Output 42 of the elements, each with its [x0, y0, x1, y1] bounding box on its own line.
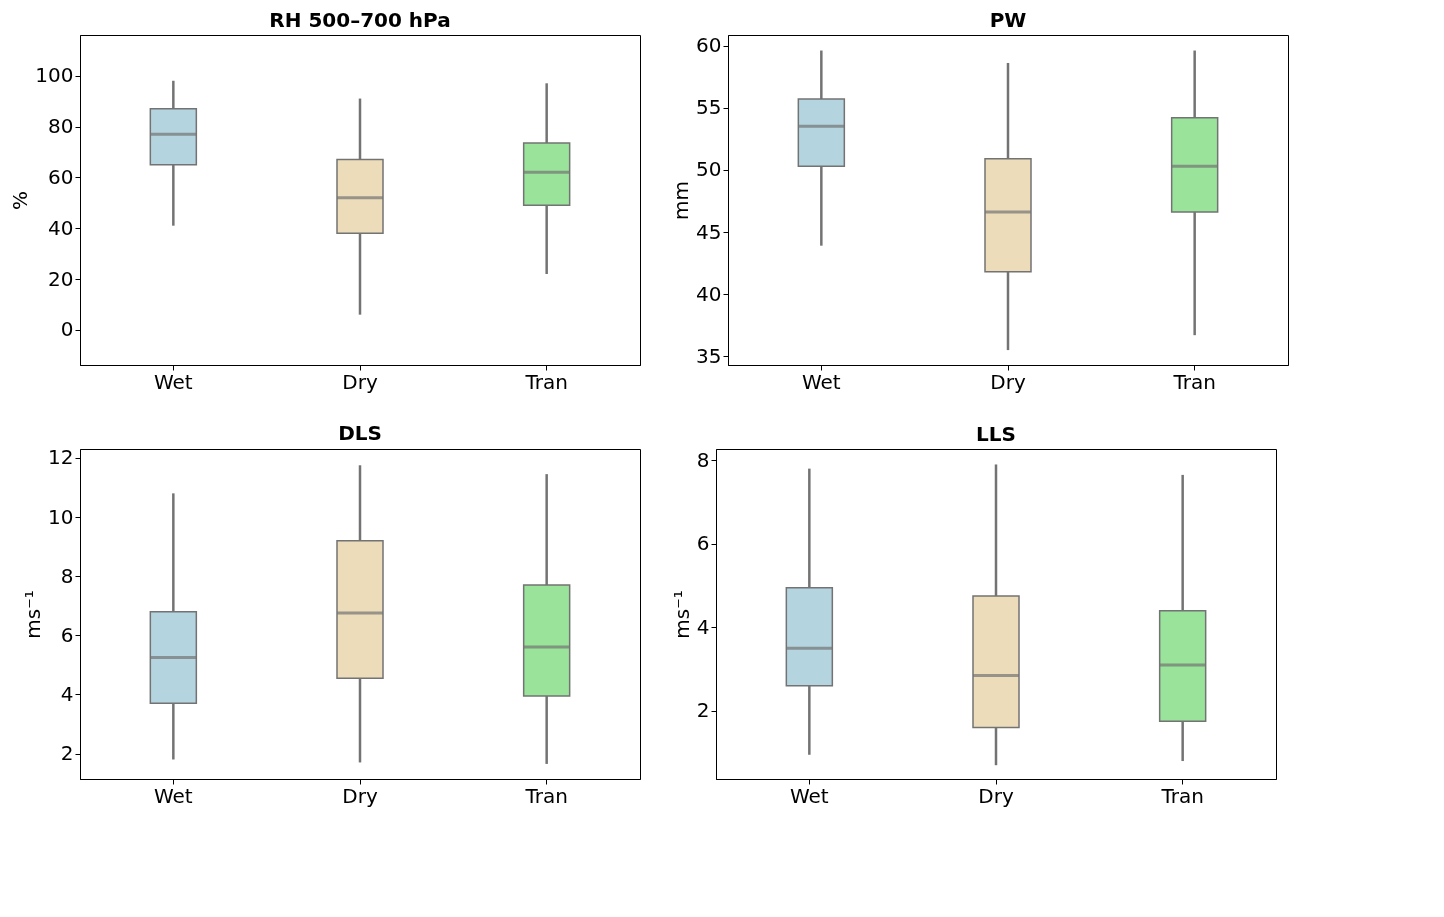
y-axis-title: % — [8, 190, 33, 211]
y-tick-label: 4 — [60, 681, 74, 706]
y-tick-label: 40 — [48, 215, 74, 240]
y-tick-label: 20 — [48, 266, 74, 291]
y-tick-label: 45 — [696, 219, 722, 244]
chart-title: DLS — [338, 420, 382, 445]
x-tick-label: Wet — [789, 783, 829, 808]
y-tick-label: 50 — [696, 157, 722, 182]
y-tick-label: 2 — [696, 698, 710, 723]
y-tick-label: 6 — [60, 622, 74, 647]
x-tick-label: Dry — [342, 369, 378, 394]
x-tick-label: Wet — [801, 369, 841, 394]
x-tick-label: Wet — [153, 369, 193, 394]
chart-title: PW — [989, 8, 1027, 32]
y-tick-label: 60 — [48, 164, 74, 189]
y-tick-label: 2 — [60, 741, 74, 766]
y-tick-label: 80 — [48, 114, 74, 139]
y-tick-label: 10 — [48, 504, 74, 529]
y-axis-title: mm — [669, 181, 694, 220]
y-tick-label: 4 — [696, 614, 710, 639]
x-tick-label: Dry — [990, 369, 1026, 394]
chart-title: LLS — [976, 422, 1016, 446]
y-tick-label: 6 — [696, 531, 710, 556]
chart-title: RH 500–700 hPa — [269, 8, 451, 32]
x-tick-label: Tran — [524, 783, 568, 808]
y-tick-label: 12 — [48, 445, 74, 470]
y-tick-label: 0 — [60, 317, 74, 342]
y-tick-label: 35 — [696, 343, 722, 368]
x-tick-label: Dry — [342, 783, 378, 808]
y-tick-label: 40 — [696, 281, 722, 306]
x-tick-label: Tran — [1160, 783, 1204, 808]
y-axis-title: ms⁻¹ — [669, 590, 694, 639]
x-tick-label: Tran — [1172, 369, 1216, 394]
x-tick-label: Tran — [524, 369, 568, 394]
y-tick-label: 8 — [696, 447, 710, 472]
x-tick-label: Dry — [978, 783, 1014, 808]
y-tick-label: 55 — [696, 95, 722, 120]
y-tick-label: 60 — [696, 33, 722, 58]
y-tick-label: 8 — [60, 563, 74, 588]
y-axis-title: ms⁻¹ — [21, 590, 46, 639]
x-tick-label: Wet — [153, 783, 193, 808]
y-tick-label: 100 — [35, 63, 74, 88]
